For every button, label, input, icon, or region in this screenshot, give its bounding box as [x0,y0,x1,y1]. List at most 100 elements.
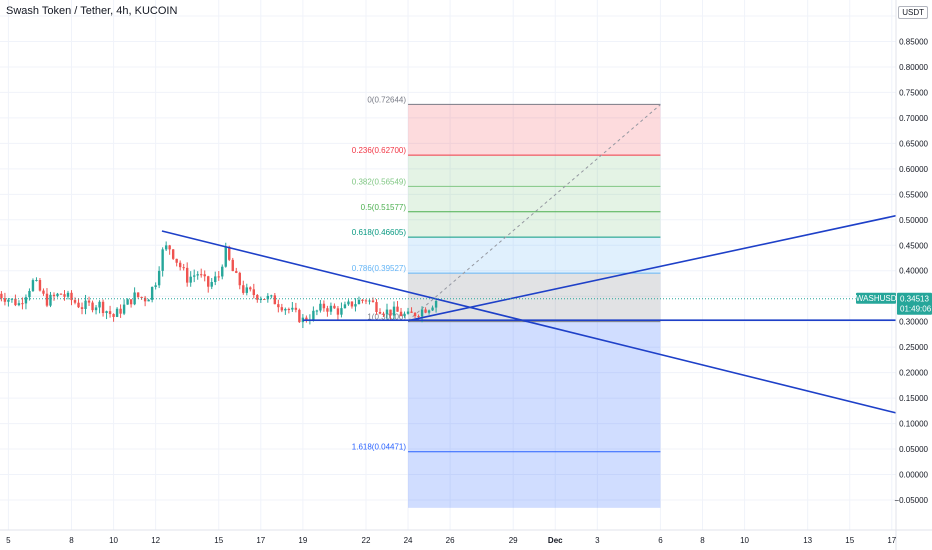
y-tick-label: 0.60000 [899,165,928,174]
x-tick-label: 19 [298,536,307,545]
y-tick-label: 0.50000 [899,216,928,225]
symbol-tag-label: SWASHUSDT [851,294,902,303]
candle-body [112,314,115,317]
fib-trend-line [407,104,661,322]
x-tick-label: 12 [151,536,160,545]
x-tick-label: 17 [887,536,896,545]
candle-body [259,299,263,301]
candle-body [49,294,52,306]
candle-body [266,295,270,300]
candle-body [115,308,119,317]
candle-body [94,307,98,311]
symbol-tag-bg [856,292,896,304]
x-tick-label: 3 [595,536,600,545]
candle-body [238,272,241,286]
candle-body [70,292,73,301]
candle-body [291,307,294,310]
candle-body [10,298,14,300]
candle-body [59,293,63,295]
candle-body [417,316,420,318]
candle-body [168,245,171,250]
candle-body [315,310,319,312]
x-tick-label: 15 [845,536,854,545]
candle-body [200,274,203,276]
candle-body [157,270,161,286]
fib-band [408,321,661,508]
candle-body [347,301,350,305]
candle-body [305,317,308,321]
y-tick-label: −0.05000 [894,496,928,505]
candle-body [263,299,266,301]
candle-body [122,304,126,314]
y-tick-label: 0.10000 [899,420,928,429]
candle-body [420,309,424,317]
y-tick-label: 0.00000 [899,471,928,480]
y-tick-label: 0.15000 [899,394,928,403]
candle-body [52,294,56,297]
currency-button[interactable]: USDT [898,6,928,19]
candle-body [361,299,364,301]
candle-body [357,299,361,305]
candle-body [242,285,245,293]
fib-bands [408,104,661,508]
last-price-value: 0.34513 [900,295,929,304]
candle-body [14,298,17,306]
candle-body [413,312,417,317]
candle-body [87,300,91,303]
fib-band [408,155,661,238]
candle-body [189,276,192,283]
candle-body [91,302,94,311]
candle-body [364,300,368,302]
y-tick-label: 0.45000 [899,241,928,250]
candle-body [3,298,7,302]
trendline-descending [161,230,897,414]
y-tick-label: 0.40000 [899,267,928,276]
candle-body [105,311,108,314]
candle-body [270,295,273,297]
candle-body [38,280,42,291]
candle-body [322,303,326,309]
y-tick-label: 0.05000 [899,445,928,454]
last-price-tag-bg [897,292,932,315]
candle-body [185,267,189,283]
candle-body [210,282,213,287]
candle-body [385,309,389,315]
candle-body [277,304,280,308]
candle-body [228,246,231,260]
candle-body [217,276,220,278]
y-tick-label: 0.80000 [899,63,928,72]
candle-body [193,275,196,277]
candle-body [73,300,77,303]
candle-body [326,308,329,312]
x-tick-label: 24 [404,536,413,545]
candle-body [66,292,70,297]
candle-body [21,303,24,305]
candle-body [378,312,382,314]
candle-body [84,300,87,309]
candle-body [108,311,112,315]
fib-level-label: 0.382(0.56549) [352,177,407,186]
y-tick-label: 0.30000 [899,318,928,327]
candle-body [273,295,277,305]
candle-body [329,305,333,312]
x-tick-label: 15 [214,536,223,545]
candle-body [221,266,224,277]
x-tick-label: 5 [6,536,11,545]
candle-body [410,311,413,313]
fib-band [408,237,661,274]
candle-body [196,274,199,276]
fib-level-label: 0.786(0.39527) [352,264,407,273]
candle-body [340,308,343,315]
candle-body [80,307,84,309]
candle-body [252,289,255,296]
trendlines[interactable] [0,214,897,414]
candle-body [396,306,399,312]
candle-body [224,246,227,267]
y-tick-label: 0.85000 [899,37,928,46]
y-tick-label: 0.25000 [899,343,928,352]
candle-body [150,286,154,300]
candle-body [126,299,129,305]
candle-body [350,301,354,307]
